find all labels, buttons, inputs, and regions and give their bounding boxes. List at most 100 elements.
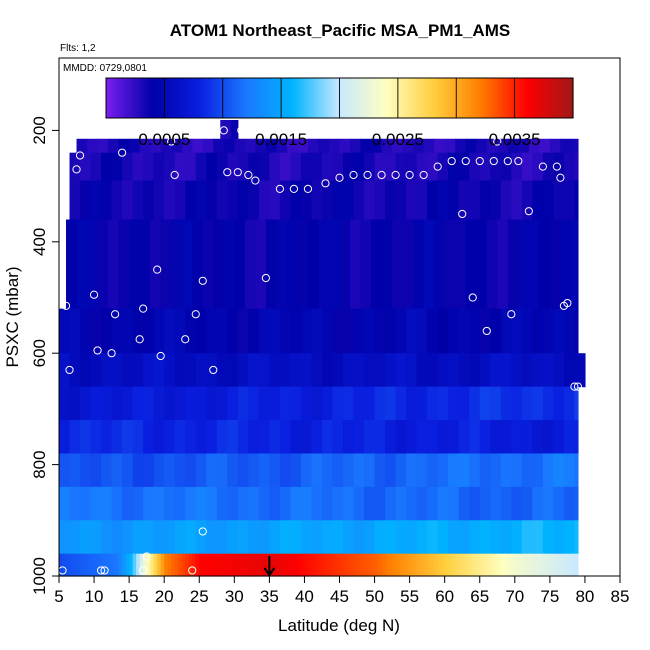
heatmap-cell (101, 180, 113, 221)
heatmap-cell (206, 553, 211, 577)
colorbar-segment (298, 78, 303, 118)
heatmap-cell (343, 180, 355, 221)
observation-point (458, 209, 467, 219)
heatmap-cell (455, 138, 467, 154)
colorbar-segment (178, 78, 183, 118)
heatmap-cell (167, 553, 172, 577)
colorbar-segment (418, 78, 422, 118)
heatmap-cell (434, 553, 439, 577)
heatmap-cells (59, 113, 586, 577)
heatmap-cell (94, 553, 99, 577)
heatmap-cell (444, 219, 456, 310)
heatmap-cell (339, 553, 344, 577)
heatmap-cell (469, 152, 481, 182)
heatmap-cell (206, 486, 218, 521)
heatmap-cell (486, 553, 491, 577)
heatmap-cell (406, 520, 418, 555)
heatmap-cell (241, 553, 246, 577)
heatmap-cell (553, 453, 565, 488)
heatmap-cell (357, 553, 362, 577)
heatmap-cell (111, 453, 123, 488)
colorbar-tick-label: 0.0035 (489, 130, 541, 149)
colorbar-segment (348, 78, 352, 118)
heatmap-cell (469, 386, 481, 421)
heatmap-cell (574, 386, 579, 421)
observation-point (482, 326, 491, 336)
y-tick-label: 800 (30, 450, 49, 478)
colorbar-segment (482, 78, 487, 118)
heatmap-cell (490, 420, 502, 455)
heatmap-cell (371, 553, 376, 577)
heatmap-cell (455, 553, 460, 577)
heatmap-cell (234, 219, 246, 310)
colorbar-segment (126, 78, 130, 118)
colorbar-segment (505, 78, 510, 118)
heatmap-cell (118, 553, 123, 577)
colorbar-segment (286, 78, 291, 118)
heatmap-cell (451, 553, 456, 577)
heatmap-cell (206, 520, 218, 555)
heatmap-cell (371, 138, 383, 154)
heatmap-cell (420, 553, 425, 577)
colorbar-segment (219, 78, 224, 118)
colorbar-segment (181, 78, 186, 118)
heatmap-cell (237, 553, 242, 577)
heatmap-cell (279, 152, 292, 182)
heatmap-cell (441, 553, 446, 577)
heatmap-cell (269, 520, 281, 555)
heatmap-cell (206, 386, 218, 421)
heatmap-cell (532, 180, 544, 221)
heatmap-cell (525, 553, 530, 577)
heatmap-cell (195, 486, 207, 521)
heatmap-cell (500, 308, 512, 354)
heatmap-cell (402, 553, 407, 577)
heatmap-cell (83, 553, 88, 577)
heatmap-cell (199, 553, 204, 577)
heatmap-cell (248, 386, 260, 421)
heatmap-cell (139, 219, 151, 310)
colorbar-segment (243, 78, 247, 118)
colorbar-segment (161, 78, 165, 118)
heatmap-cell (69, 486, 81, 521)
colorbar-segment (561, 78, 565, 118)
colorbar-segment (228, 78, 233, 118)
colorbar-segment (453, 78, 457, 118)
heatmap-cell (192, 219, 204, 310)
heatmap-cell (511, 353, 523, 388)
heatmap-cell (311, 420, 323, 455)
heatmap-cell (479, 152, 491, 182)
heatmap-cell (185, 520, 197, 555)
heatmap-cell (216, 386, 228, 421)
heatmap-cell (87, 219, 99, 310)
heatmap-cell (549, 553, 554, 577)
heatmap-cell (413, 138, 425, 154)
heatmap-cell (448, 353, 460, 388)
colorbar-segment (158, 78, 163, 118)
heatmap-cell (185, 553, 190, 577)
heatmap-cell (185, 308, 197, 354)
heatmap-cell (395, 353, 407, 388)
heatmap-cell (364, 453, 376, 488)
colorbar-segment (409, 78, 414, 118)
colorbar-segment (476, 78, 481, 118)
heatmap-cell (90, 486, 102, 521)
heatmap-cell (132, 152, 144, 182)
heatmap-cell (574, 553, 579, 577)
heatmap-cell (469, 180, 481, 221)
observation-point (118, 148, 127, 157)
observation-point (219, 126, 228, 135)
heatmap-cell (129, 219, 141, 310)
heatmap-cell (353, 386, 365, 421)
colorbar-segment (351, 78, 355, 118)
colorbar-segment (543, 78, 548, 118)
heatmap-cell (532, 386, 544, 421)
heatmap-cell (542, 152, 554, 182)
observation-point (335, 173, 344, 182)
heatmap-cell (458, 486, 470, 521)
colorbar-segment (462, 78, 466, 118)
heatmap-cell (469, 353, 481, 388)
heatmap-cell (174, 553, 179, 577)
observation-point (489, 156, 498, 166)
heatmap-cell (59, 486, 71, 521)
colorbar-segment (246, 78, 250, 118)
